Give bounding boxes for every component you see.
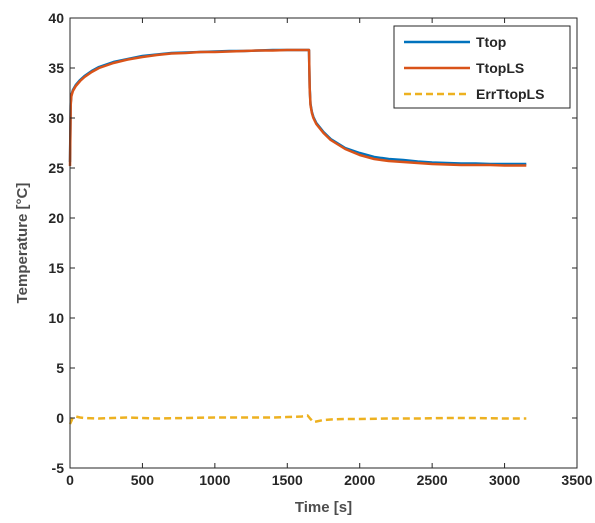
y-axis-ticks: -5 0 5 10 15 20 25 30 35 40 [48,10,577,476]
x-axis-ticks: 0 500 1000 1500 2000 2500 3000 3500 [66,18,593,488]
y-tick-label: 25 [48,160,64,176]
y-tick-label: 10 [48,310,64,326]
x-tick-label: 2000 [344,472,375,488]
x-tick-label: 3000 [489,472,520,488]
x-tick-label: 1000 [199,472,230,488]
legend: Ttop TtopLS ErrTtopLS [393,25,571,109]
y-tick-label: 20 [48,210,64,226]
y-tick-label: 5 [56,360,64,376]
series-layer [68,48,527,425]
x-tick-label: 1500 [272,472,303,488]
legend-label-errttopls: ErrTtopLS [476,86,544,102]
x-axis-label: Time [s] [295,499,352,516]
y-tick-label: 0 [56,410,64,426]
y-tick-label: -5 [52,460,65,476]
y-tick-label: 40 [48,10,64,26]
y-axis-label: Temperature [°C] [14,183,31,304]
y-tick-label: 35 [48,60,64,76]
series-line-errttopls [68,414,527,425]
legend-label-ttopls: TtopLS [476,60,524,76]
y-tick-label: 15 [48,260,64,276]
x-tick-label: 0 [66,472,74,488]
plot-frame [69,17,578,469]
x-tick-label: 500 [131,472,155,488]
y-tick-label: 30 [48,110,64,126]
series-line-ttopls [68,48,527,167]
x-tick-label: 2500 [417,472,448,488]
legend-label-ttop: Ttop [476,34,506,50]
x-tick-label: 3500 [561,472,592,488]
